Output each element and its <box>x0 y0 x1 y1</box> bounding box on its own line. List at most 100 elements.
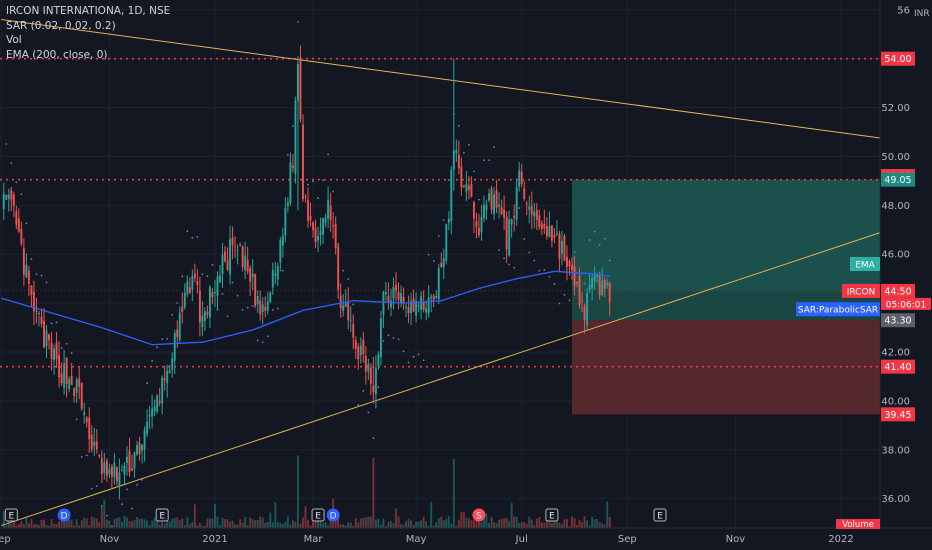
volume-bar <box>178 520 181 528</box>
candle-body <box>85 417 88 423</box>
sar-dot <box>161 338 164 340</box>
volume-bar <box>65 519 68 528</box>
volume-bar <box>83 517 86 528</box>
candle-body <box>498 204 501 207</box>
candle-body <box>566 256 568 267</box>
sar-dot <box>447 178 450 181</box>
time-axis[interactable]: Sep Nov 2021 Mar May Jul Sep Nov 2022 <box>0 527 932 550</box>
volume-bar <box>246 525 249 528</box>
volume-bar <box>105 519 108 528</box>
candle-body <box>442 258 445 268</box>
volume-bar <box>206 518 209 528</box>
volume-bar <box>261 517 264 528</box>
earnings-marker-box <box>4 508 18 522</box>
volume-bar <box>415 521 418 528</box>
candle-body <box>518 170 521 187</box>
price-axis[interactable]: 5654.0052.0050.0048.0046.0044.0042.0040.… <box>879 0 932 550</box>
ema-tag-box <box>850 257 880 271</box>
volume-bar <box>374 519 377 528</box>
volume-bar <box>317 516 320 528</box>
volume-bar <box>80 520 83 528</box>
candle-body <box>415 301 418 316</box>
volume-bar <box>405 521 408 528</box>
volume-bar <box>588 525 591 528</box>
candle-body <box>513 215 516 218</box>
volume-bar <box>133 519 136 528</box>
candle-body <box>322 218 325 235</box>
candle-body <box>397 291 400 300</box>
candle-body <box>412 298 415 312</box>
volume-bar <box>271 522 274 528</box>
candle-body <box>352 324 355 338</box>
legend-vol[interactable]: Vol <box>6 34 22 46</box>
candle-body <box>163 378 166 381</box>
candle-body <box>30 285 33 295</box>
volume-bar <box>10 523 13 528</box>
volume-bar <box>75 519 78 528</box>
candle-body <box>354 340 357 350</box>
volume-bar <box>27 523 30 528</box>
volume-bar <box>226 519 229 528</box>
candle-body <box>591 278 594 289</box>
volume-bar <box>488 523 490 528</box>
volume-bar <box>281 523 284 528</box>
legend-sar[interactable]: SAR (0.02, 0.02, 0.2) <box>6 19 116 32</box>
candle-body <box>437 268 440 299</box>
legend-ema[interactable]: EMA (200, close, 0) <box>6 48 108 61</box>
candle-body <box>78 378 81 387</box>
candle-body <box>75 379 78 393</box>
candle-body <box>138 442 141 454</box>
volume-bar <box>478 518 480 528</box>
sar-dot <box>603 237 606 240</box>
sar-dot <box>10 162 13 164</box>
sar-dot <box>281 269 284 272</box>
candle-body <box>80 382 83 409</box>
legend-symbol[interactable]: IRCON INTERNATIONA, 1D, NSE <box>6 5 171 17</box>
earnings-marker-box <box>155 508 169 522</box>
volume-bar <box>475 518 478 528</box>
volume-bar <box>143 519 146 528</box>
volume-bar <box>472 520 475 528</box>
volume-bar <box>259 516 262 528</box>
candle-body <box>598 274 601 296</box>
candle-body <box>568 260 571 267</box>
sar-dot <box>548 275 551 278</box>
sar-dot <box>196 236 199 238</box>
candle-body <box>201 315 204 328</box>
volume-bar <box>608 516 611 528</box>
volume-bar <box>183 525 186 528</box>
candle-body <box>244 255 247 271</box>
candle-body <box>93 441 96 446</box>
candle-body <box>374 367 377 395</box>
candle-body <box>22 247 25 275</box>
sar-tag-text: SAR:ParabolicSAR <box>798 306 878 316</box>
candle-body <box>555 233 558 235</box>
candle-body <box>224 251 226 262</box>
sar-dot <box>508 263 511 266</box>
candle-body <box>198 290 201 323</box>
volume-bar <box>540 522 543 528</box>
sar-dot <box>322 179 324 182</box>
volume-bar <box>329 519 332 528</box>
volume-bar <box>176 517 179 528</box>
candle-body <box>108 468 111 475</box>
volume-bar <box>545 519 548 528</box>
sar-dot <box>186 230 189 233</box>
sar-dot <box>593 230 596 233</box>
volume-bar <box>22 524 25 528</box>
volume-bar <box>231 520 234 528</box>
volume-bar <box>224 519 226 528</box>
volume-bar <box>5 525 8 528</box>
sar-dot <box>136 484 138 486</box>
trendline <box>1 231 882 527</box>
candle-body <box>548 225 551 238</box>
volume-bar <box>58 521 61 528</box>
event-marker-label: D <box>61 512 68 522</box>
volume-bar <box>50 519 53 528</box>
candle-body <box>276 266 279 280</box>
sar-dot <box>427 253 430 256</box>
sar-tag-box <box>796 302 880 317</box>
candle-body <box>289 162 292 204</box>
volume-bar <box>2 510 5 528</box>
